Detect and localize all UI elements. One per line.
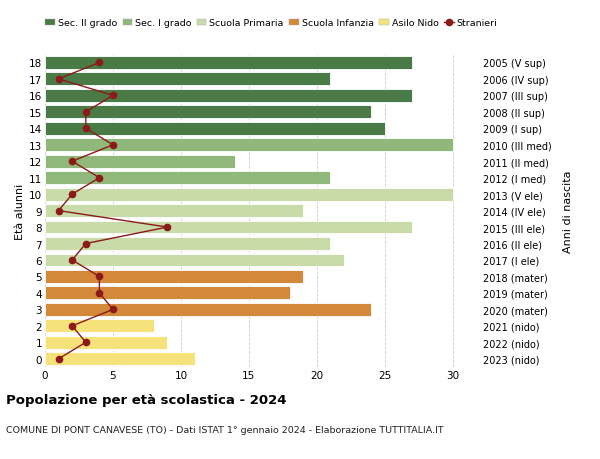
Bar	[45, 320, 154, 332]
Bar	[45, 238, 331, 251]
Bar	[45, 287, 290, 300]
Bar	[45, 139, 453, 152]
Bar	[45, 303, 371, 316]
Bar	[45, 123, 385, 135]
Bar	[45, 221, 412, 234]
Bar	[45, 270, 303, 283]
Bar	[45, 57, 412, 70]
Bar	[45, 205, 303, 218]
Bar	[45, 336, 167, 349]
Bar	[45, 73, 331, 86]
Text: COMUNE DI PONT CANAVESE (TO) - Dati ISTAT 1° gennaio 2024 - Elaborazione TUTTITA: COMUNE DI PONT CANAVESE (TO) - Dati ISTA…	[6, 425, 443, 434]
Legend: Sec. II grado, Sec. I grado, Scuola Primaria, Scuola Infanzia, Asilo Nido, Stran: Sec. II grado, Sec. I grado, Scuola Prim…	[46, 19, 497, 28]
Bar	[45, 106, 371, 119]
Bar	[45, 188, 453, 201]
Y-axis label: Età alunni: Età alunni	[15, 183, 25, 239]
Bar	[45, 172, 331, 185]
Y-axis label: Anni di nascita: Anni di nascita	[563, 170, 572, 252]
Bar	[45, 353, 194, 365]
Bar	[45, 90, 412, 102]
Bar	[45, 254, 344, 267]
Bar	[45, 156, 235, 168]
Text: Popolazione per età scolastica - 2024: Popolazione per età scolastica - 2024	[6, 393, 287, 406]
